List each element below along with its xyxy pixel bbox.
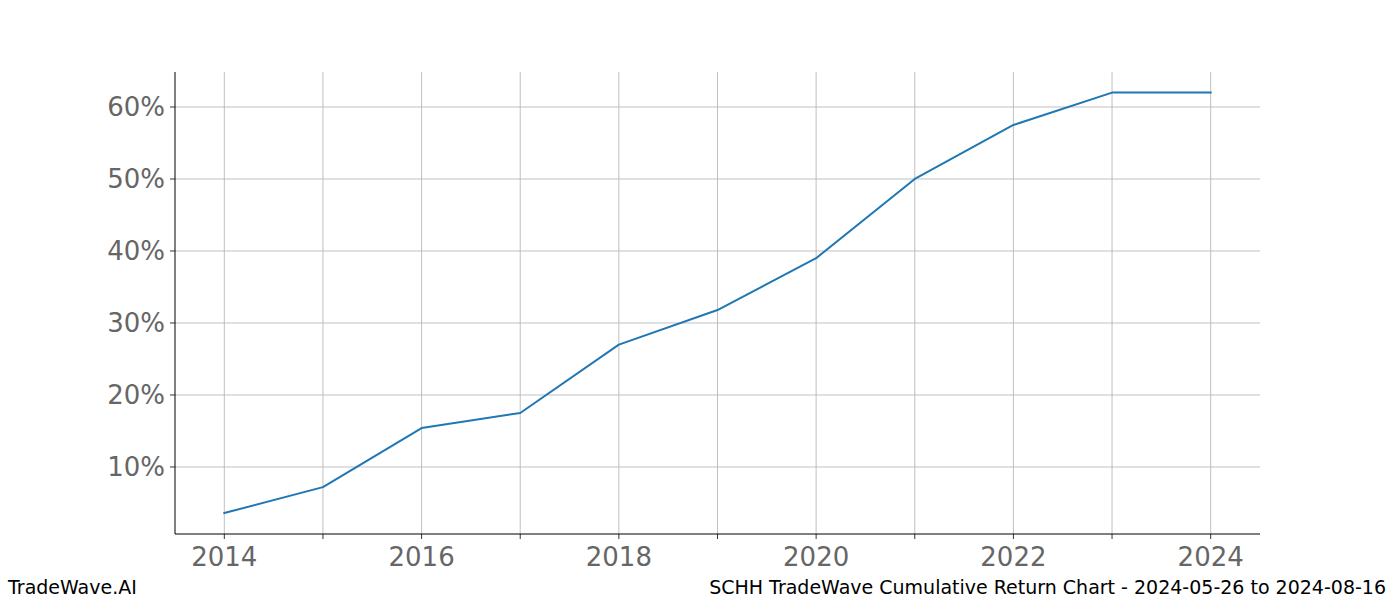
tick-label: 30% [107, 308, 165, 338]
line-series [224, 93, 1210, 513]
grid-line [322, 72, 323, 534]
grid-line [618, 72, 619, 534]
grid-line [816, 72, 817, 534]
tick-mark [1210, 534, 1211, 539]
y-axis-line [175, 72, 176, 534]
grid-line [224, 72, 225, 534]
tick-label: 2016 [389, 542, 455, 572]
grid-line [717, 72, 718, 534]
tick-label: 2024 [1178, 542, 1244, 572]
tick-label: 2022 [980, 542, 1046, 572]
grid-line [175, 322, 1260, 323]
grid-line [175, 178, 1260, 179]
axes: 2014 2016 2018 2020 2022 2024 10% 20% 30% 40% 50% 6… [107, 72, 1260, 572]
title: SCHH TradeWave Cumulative Return Chart -… [709, 576, 1386, 598]
tick-mark [1013, 534, 1014, 539]
tick-mark [322, 534, 323, 539]
tick-mark [170, 466, 175, 467]
grid-line [914, 72, 915, 534]
grid [175, 72, 1260, 534]
tick-mark [170, 106, 175, 107]
tick-label: 2014 [191, 542, 257, 572]
tick-mark [914, 534, 915, 539]
tick-mark [421, 534, 422, 539]
x-axis-line [175, 534, 1260, 535]
tick-mark [717, 534, 718, 539]
tick-mark [170, 250, 175, 251]
chart: 2014 2016 2018 2020 2022 2024 10% 20% 30% 40% 50% 6… [0, 0, 1400, 600]
tick-mark [1112, 534, 1113, 539]
grid-line [1210, 72, 1211, 534]
tick-mark [520, 534, 521, 539]
tick-label: 10% [107, 452, 165, 482]
grid-line [175, 466, 1260, 467]
grid-line [175, 250, 1260, 251]
tick-label: 20% [107, 380, 165, 410]
grid-line [175, 394, 1260, 395]
tick-label: 40% [107, 236, 165, 266]
tick-mark [816, 534, 817, 539]
tick-label: 2018 [586, 542, 652, 572]
grid-line [421, 72, 422, 534]
tick-mark [170, 178, 175, 179]
plot-area [224, 93, 1210, 513]
grid-line [1112, 72, 1113, 534]
watermark: TradeWave.AI [7, 576, 137, 598]
tick-label: 60% [107, 92, 165, 122]
grid-line [520, 72, 521, 534]
tick-label: 50% [107, 164, 165, 194]
grid-line [1013, 72, 1014, 534]
tick-mark [170, 394, 175, 395]
tick-mark [618, 534, 619, 539]
tick-mark [170, 322, 175, 323]
grid-line [175, 106, 1260, 107]
tick-label: 2020 [783, 542, 849, 572]
tick-mark [224, 534, 225, 539]
